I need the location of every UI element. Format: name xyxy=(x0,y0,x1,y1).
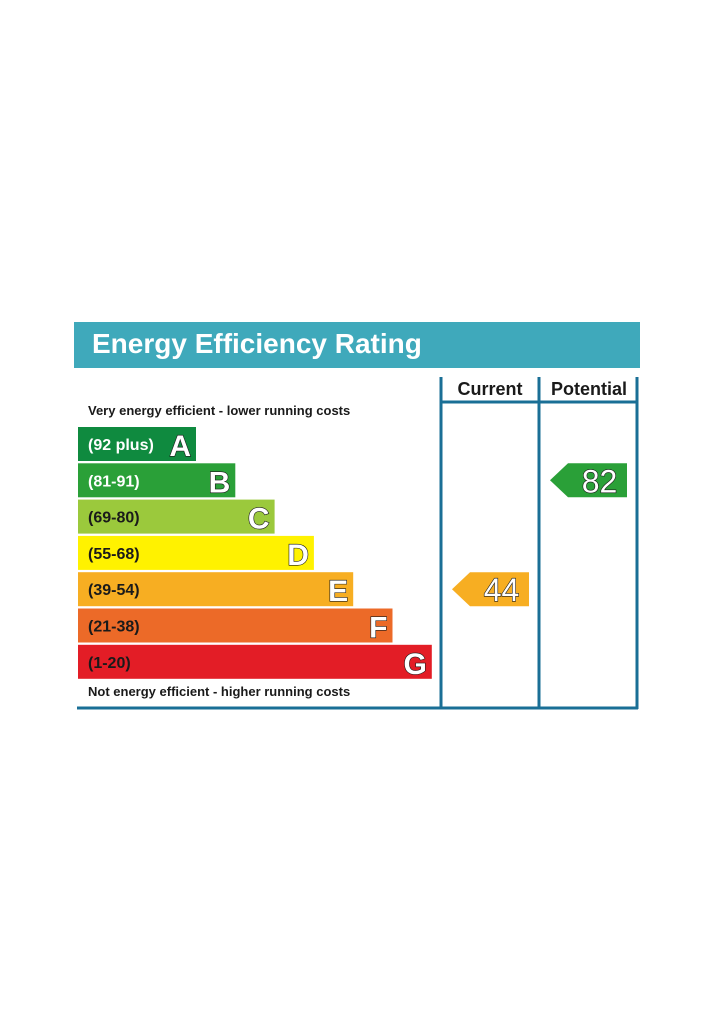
potential-rating-arrow xyxy=(550,463,627,498)
band-bar-g xyxy=(78,644,432,679)
band-range-label: (39-54) xyxy=(88,582,140,599)
band-letter-a: A xyxy=(169,430,191,463)
band-bar-b xyxy=(78,463,236,498)
band-letter-d: D xyxy=(287,539,309,572)
band-bar-a xyxy=(78,427,196,461)
band-letter-e: E xyxy=(328,575,348,608)
frame xyxy=(77,377,639,710)
band-range-label: (21-38) xyxy=(88,619,140,636)
band-range-label: (69-80) xyxy=(88,510,140,527)
current-rating-value: 44 xyxy=(484,572,520,608)
rating-arrows: 44 82 xyxy=(452,463,627,609)
band-bar-c xyxy=(78,499,275,534)
chart-title: Energy Efficiency Rating xyxy=(92,328,422,359)
band-letter-c: C xyxy=(248,503,270,536)
band-range-label: (55-68) xyxy=(88,546,140,563)
top-caption: Very energy efficient - lower running co… xyxy=(88,403,350,418)
band-range-label: (92 plus) xyxy=(88,437,154,454)
band-bar-e xyxy=(78,572,354,607)
title-bar xyxy=(74,322,640,368)
band-range-label: (81-91) xyxy=(88,473,140,490)
band-bar-d xyxy=(78,535,314,570)
potential-rating-value: 82 xyxy=(582,463,618,499)
current-column-header: Current xyxy=(457,379,522,399)
current-rating-arrow xyxy=(452,572,529,607)
band-letter-g: G xyxy=(403,648,426,681)
potential-column-header: Potential xyxy=(551,379,627,399)
band-letter-b: B xyxy=(209,466,231,499)
bottom-caption: Not energy efficient - higher running co… xyxy=(88,684,350,699)
band-bar-f xyxy=(78,608,393,643)
rating-bands: (92 plus) A (81-91) B (69-80) C (55-68) D (39-54… xyxy=(78,427,432,681)
band-range-label: (1-20) xyxy=(88,655,131,672)
band-letter-f: F xyxy=(369,612,387,645)
